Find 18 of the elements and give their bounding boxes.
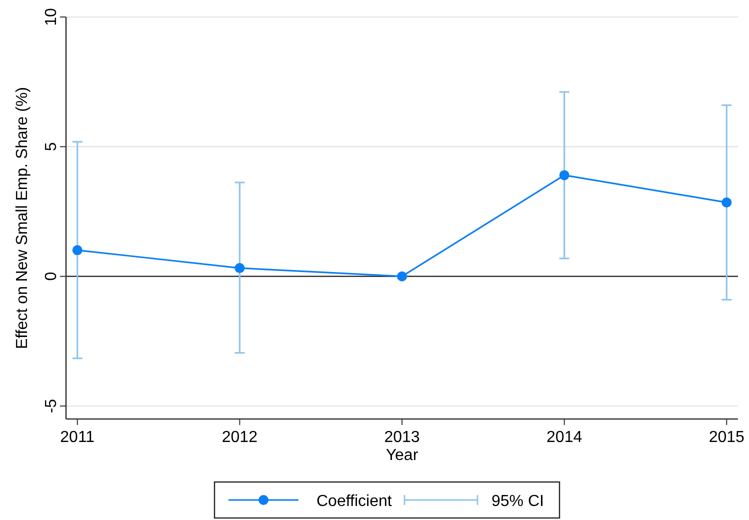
point bbox=[559, 170, 570, 180]
point bbox=[72, 245, 82, 256]
y-axis-title: Effect on New Small Emp. Share (%) bbox=[14, 86, 31, 350]
point bbox=[234, 263, 245, 274]
y-tick-label: 5 bbox=[43, 142, 60, 152]
x-tick-label: 2015 bbox=[708, 429, 745, 446]
x-tick-label: 2012 bbox=[222, 429, 258, 446]
legend-label: Coefficient bbox=[316, 493, 392, 510]
y-tick-label: 0 bbox=[43, 272, 60, 281]
x-tick-label: 2013 bbox=[384, 429, 420, 446]
x-axis-title: Year bbox=[386, 447, 419, 464]
x-tick-label: 2011 bbox=[60, 429, 95, 446]
point bbox=[397, 271, 407, 282]
point bbox=[722, 197, 732, 208]
y-tick-label: 10 bbox=[43, 8, 60, 26]
x-tick-label: 2014 bbox=[546, 429, 582, 446]
text: 95% CI bbox=[492, 493, 544, 510]
y-tick-label: -5 bbox=[43, 398, 60, 414]
